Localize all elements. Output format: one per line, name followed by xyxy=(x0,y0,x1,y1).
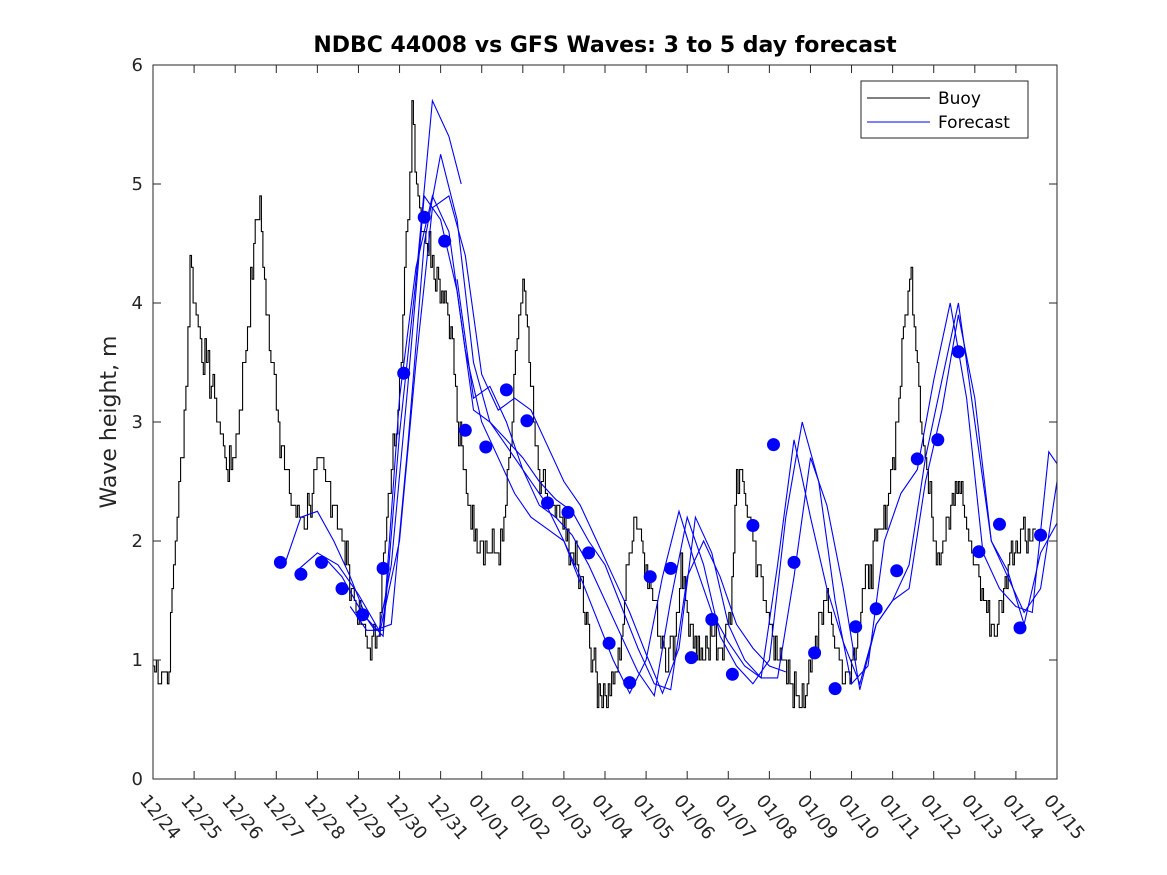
forecast-marker xyxy=(479,440,493,454)
forecast-series-line xyxy=(296,194,581,632)
forecast-marker xyxy=(993,517,1006,531)
forecast-marker xyxy=(787,555,801,569)
forecast-marker xyxy=(869,602,883,616)
forecast-marker xyxy=(931,433,945,447)
forecast-marker xyxy=(767,438,780,452)
plot-area xyxy=(153,65,1057,779)
forecast-marker xyxy=(643,570,657,584)
forecast-marker xyxy=(315,555,328,569)
y-tick-label: 4 xyxy=(132,293,143,314)
forecast-marker xyxy=(890,564,904,578)
chart-title: NDBC 44008 vs GFS Waves: 3 to 5 day fore… xyxy=(313,33,897,58)
forecast-marker xyxy=(458,423,472,437)
forecast-marker xyxy=(541,496,554,510)
forecast-marker xyxy=(273,555,287,569)
forecast-marker xyxy=(1034,528,1048,542)
forecast-marker xyxy=(808,646,822,660)
y-tick-label: 6 xyxy=(132,55,143,76)
forecast-marker xyxy=(1013,621,1027,635)
forecast-marker xyxy=(849,620,863,634)
forecast-marker xyxy=(951,345,965,359)
y-tick-label: 2 xyxy=(132,531,143,552)
forecast-marker xyxy=(602,636,616,650)
forecast-marker xyxy=(972,545,986,559)
forecast-marker xyxy=(376,561,390,575)
forecast-series-line xyxy=(456,279,1058,698)
legend-label-forecast: Forecast xyxy=(938,113,1010,133)
forecast-marker xyxy=(294,567,308,581)
forecast-marker xyxy=(335,582,349,596)
forecast-marker xyxy=(705,613,719,626)
buoy-series-line xyxy=(153,100,1036,709)
y-tick-label: 5 xyxy=(132,174,143,195)
y-tick-label: 3 xyxy=(132,412,143,433)
forecast-series-line xyxy=(378,194,1058,695)
forecast-marker xyxy=(438,234,452,248)
y-axis-label: Wave height, m xyxy=(97,336,122,509)
forecast-marker xyxy=(417,210,431,224)
legend-box xyxy=(860,80,1029,139)
forecast-marker xyxy=(397,366,411,380)
forecast-marker xyxy=(499,383,513,397)
forecast-marker xyxy=(746,519,760,532)
forecast-marker xyxy=(582,546,596,560)
series-layer xyxy=(153,98,1058,709)
forecast-marker xyxy=(910,452,924,466)
marker-layer xyxy=(273,210,1048,696)
y-axis: 0 1 2 3 4 5 6 xyxy=(132,55,1057,790)
forecast-marker xyxy=(684,651,698,665)
y-tick-label: 1 xyxy=(132,650,143,671)
forecast-marker xyxy=(561,505,575,519)
y-tick-label: 0 xyxy=(132,769,143,790)
legend: Buoy Forecast xyxy=(860,80,1029,139)
forecast-marker xyxy=(828,682,842,696)
forecast-marker xyxy=(623,676,637,690)
legend-label-buoy: Buoy xyxy=(938,89,981,109)
forecast-marker xyxy=(520,414,534,428)
forecast-series-line xyxy=(283,98,462,638)
forecast-marker xyxy=(725,667,739,681)
forecast-marker xyxy=(664,561,678,575)
forecast-marker xyxy=(356,608,370,622)
